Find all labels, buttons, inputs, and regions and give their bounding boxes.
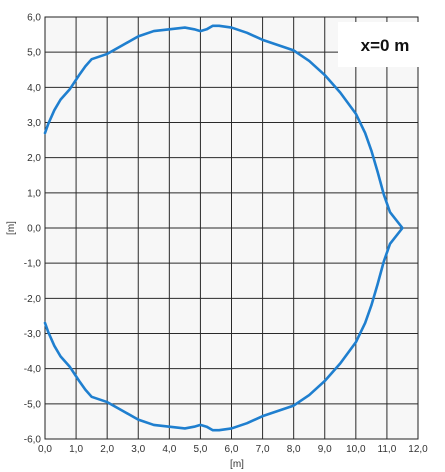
x-tick-label: 11,0 <box>378 444 397 455</box>
y-tick-label: 6,0 <box>27 13 41 24</box>
x-tick-label: 5,0 <box>193 444 207 455</box>
y-tick-label: -2,0 <box>24 294 42 305</box>
y-tick-label: 0,0 <box>27 224 41 235</box>
x-tick-label: 6,0 <box>225 444 239 455</box>
annotation-box: x=0 m <box>338 22 432 67</box>
y-axis-ticks: 6,0 5,0 4,0 3,0 2,0 1,0 0,0 -1,0 -2,0 -3,0 -4,0 -5,… <box>24 13 42 446</box>
x-tick-label: 4,0 <box>162 444 176 455</box>
x-tick-label: 1,0 <box>69 444 83 455</box>
y-tick-label: -6,0 <box>24 435 42 446</box>
plot-border <box>44 16 419 440</box>
y-tick-label: -1,0 <box>24 259 42 270</box>
y-tick-label: -5,0 <box>24 399 42 410</box>
y-tick-label: 5,0 <box>27 48 41 59</box>
x-axis-label: [m] <box>230 459 244 470</box>
y-tick-label: -4,0 <box>24 364 42 375</box>
x-tick-label: 9,0 <box>318 444 332 455</box>
y-tick-label: 3,0 <box>27 118 41 129</box>
x-tick-label: 12,0 <box>408 444 428 455</box>
x-tick-label: 0,0 <box>38 444 52 455</box>
x-tick-label: 8,0 <box>287 444 301 455</box>
x-tick-label: 3,0 <box>131 444 145 455</box>
series-group <box>43 24 404 432</box>
y-axis-label: [m] <box>6 221 17 235</box>
annotation-text: x=0 m <box>361 36 410 55</box>
y-tick-label: 2,0 <box>27 153 41 164</box>
y-tick-label: -3,0 <box>24 329 42 340</box>
y-tick-label: 1,0 <box>27 188 41 199</box>
x-tick-label: 7,0 <box>256 444 270 455</box>
series-line <box>43 24 404 432</box>
x-tick-label: 2,0 <box>100 444 114 455</box>
x-axis-ticks: 0,0 1,0 2,0 3,0 4,0 5,0 6,0 7,0 8,0 9,0 10,0 11,0 12… <box>38 444 428 455</box>
grid-lines <box>44 16 419 440</box>
y-tick-label: 4,0 <box>27 83 41 94</box>
x-tick-label: 10,0 <box>346 444 366 455</box>
